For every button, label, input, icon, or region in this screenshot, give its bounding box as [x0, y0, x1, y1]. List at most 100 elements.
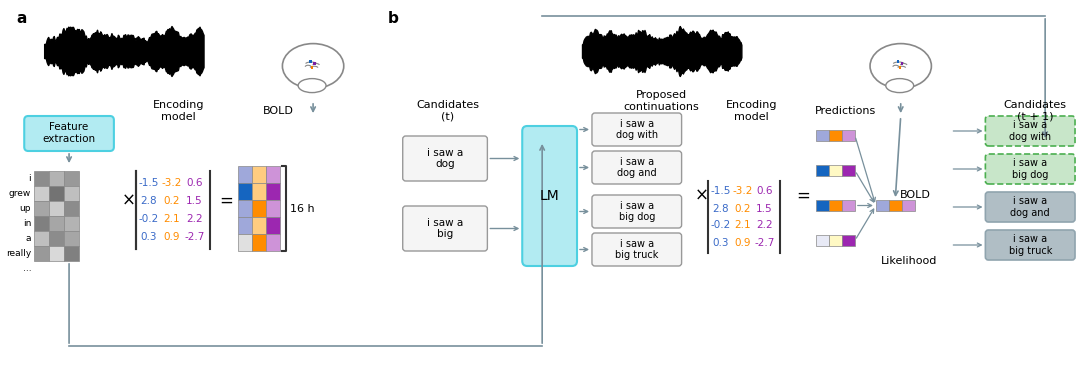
Bar — [35, 186, 50, 201]
Text: Candidates
(t): Candidates (t) — [416, 100, 480, 122]
Bar — [239, 234, 253, 251]
Text: -1.5: -1.5 — [711, 187, 731, 197]
FancyBboxPatch shape — [592, 233, 681, 266]
Text: i saw a
dog: i saw a dog — [427, 148, 463, 169]
Bar — [50, 171, 64, 186]
Bar — [267, 217, 280, 234]
Text: 0.6: 0.6 — [187, 178, 203, 188]
Bar — [816, 165, 829, 176]
Bar — [64, 186, 79, 201]
Bar — [50, 216, 64, 231]
Text: 16 h: 16 h — [291, 203, 314, 213]
Text: i saw a
big truck: i saw a big truck — [616, 239, 659, 260]
Bar — [267, 166, 280, 183]
Text: BOLD: BOLD — [901, 190, 931, 201]
Text: i saw a
big truck: i saw a big truck — [1009, 234, 1052, 256]
Bar — [899, 66, 901, 69]
Text: grew: grew — [9, 189, 31, 198]
Text: up: up — [19, 204, 31, 213]
Ellipse shape — [870, 44, 931, 89]
Text: LM: LM — [540, 189, 559, 203]
Text: 2.8: 2.8 — [712, 203, 729, 213]
Bar — [239, 217, 253, 234]
Bar — [239, 166, 253, 183]
Bar — [311, 66, 313, 69]
Bar — [267, 183, 280, 200]
Bar — [902, 200, 915, 211]
Text: 0.2: 0.2 — [734, 203, 751, 213]
Bar — [253, 200, 267, 217]
Bar — [253, 166, 267, 183]
Bar — [64, 216, 79, 231]
Bar — [50, 186, 64, 201]
Text: 2.2: 2.2 — [756, 220, 772, 231]
Bar — [876, 200, 889, 211]
Text: 0.3: 0.3 — [712, 238, 729, 247]
Text: Encoding
model: Encoding model — [153, 100, 204, 122]
Bar — [64, 171, 79, 186]
Text: 0.2: 0.2 — [163, 196, 180, 206]
Bar — [50, 231, 64, 246]
FancyBboxPatch shape — [24, 116, 113, 151]
Bar — [829, 235, 842, 246]
FancyBboxPatch shape — [523, 126, 577, 266]
Bar — [842, 165, 855, 176]
Text: 0.9: 0.9 — [734, 238, 751, 247]
Text: 1.5: 1.5 — [186, 196, 203, 206]
Text: =: = — [796, 187, 810, 205]
Bar — [816, 130, 829, 141]
Text: Proposed
continuations: Proposed continuations — [624, 90, 700, 112]
Text: -2.7: -2.7 — [185, 232, 205, 242]
Text: really: really — [6, 249, 31, 258]
Bar — [50, 201, 64, 216]
Bar — [64, 201, 79, 216]
Text: Encoding
model: Encoding model — [726, 100, 778, 122]
Text: 0.6: 0.6 — [756, 187, 772, 197]
Bar — [35, 231, 50, 246]
Bar — [842, 235, 855, 246]
FancyBboxPatch shape — [985, 192, 1075, 222]
Text: 1.5: 1.5 — [756, 203, 772, 213]
FancyBboxPatch shape — [403, 136, 487, 181]
FancyBboxPatch shape — [985, 154, 1075, 184]
Text: Likelihood: Likelihood — [881, 256, 937, 266]
FancyBboxPatch shape — [592, 113, 681, 146]
FancyBboxPatch shape — [403, 206, 487, 251]
Text: i saw a
big: i saw a big — [427, 218, 463, 239]
Ellipse shape — [298, 79, 326, 93]
Bar — [309, 60, 312, 63]
FancyBboxPatch shape — [592, 151, 681, 184]
Bar — [897, 60, 900, 63]
Bar — [816, 235, 829, 246]
Text: 0.3: 0.3 — [140, 232, 157, 242]
Bar — [253, 217, 267, 234]
Ellipse shape — [282, 44, 343, 89]
Text: Predictions: Predictions — [815, 106, 877, 116]
Text: 2.1: 2.1 — [734, 220, 751, 231]
Text: i saw a
dog with: i saw a dog with — [616, 119, 658, 140]
Bar — [253, 234, 267, 251]
Bar — [35, 216, 50, 231]
Text: -0.2: -0.2 — [711, 220, 730, 231]
Text: Feature
extraction: Feature extraction — [42, 122, 96, 144]
Text: i saw a
dog and: i saw a dog and — [1011, 196, 1050, 218]
Bar — [35, 201, 50, 216]
Text: i saw a
big dog: i saw a big dog — [1012, 158, 1049, 180]
Text: in: in — [23, 219, 31, 228]
Text: -0.2: -0.2 — [138, 214, 159, 224]
Bar — [50, 246, 64, 261]
Text: i saw a
dog with: i saw a dog with — [1009, 120, 1051, 142]
Bar — [64, 246, 79, 261]
Text: =: = — [219, 192, 233, 210]
Bar — [842, 130, 855, 141]
FancyBboxPatch shape — [985, 116, 1075, 146]
Text: BOLD: BOLD — [262, 106, 294, 116]
Text: ×: × — [694, 187, 708, 205]
Text: 2.8: 2.8 — [140, 196, 157, 206]
Bar — [829, 165, 842, 176]
Bar — [239, 200, 253, 217]
Text: -3.2: -3.2 — [162, 178, 181, 188]
Text: 0.9: 0.9 — [163, 232, 180, 242]
Bar — [253, 183, 267, 200]
Text: ×: × — [122, 192, 136, 210]
